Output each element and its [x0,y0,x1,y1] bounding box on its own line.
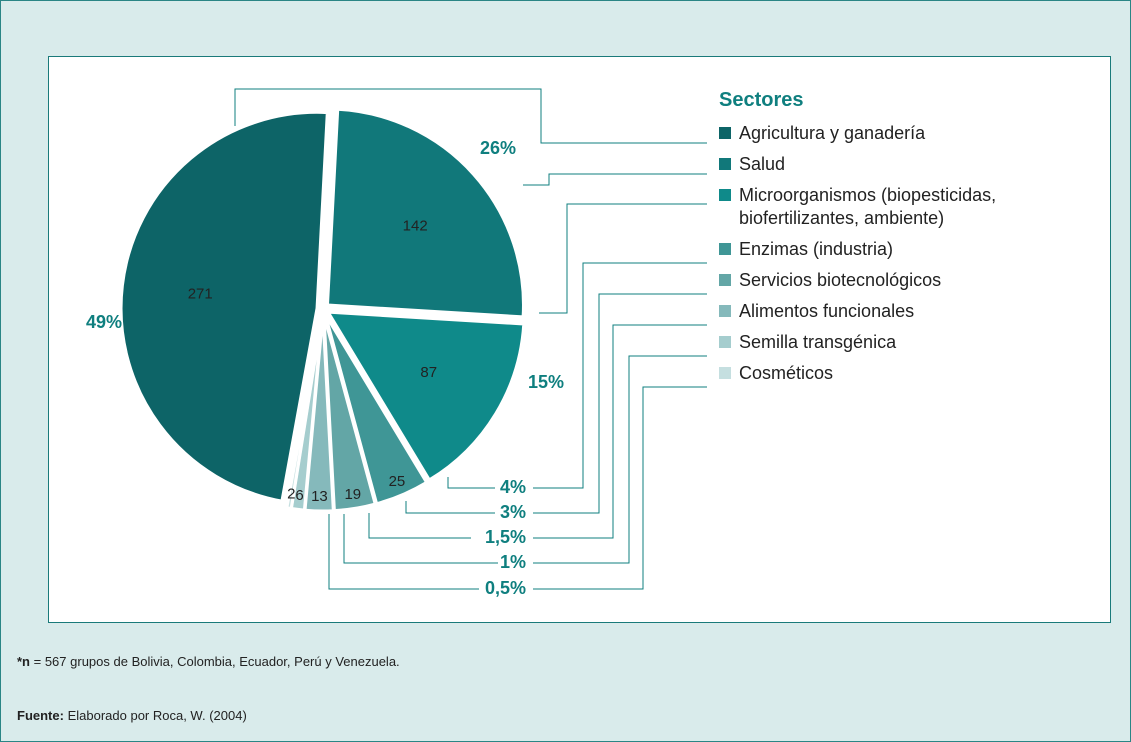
leader-line [343,514,498,564]
legend-label: Agricultura y ganadería [739,123,926,143]
legend-label: Enzimas (industria) [739,239,894,259]
leader-line [523,173,707,186]
legend-item: Cosméticos [719,362,1049,385]
percent-label: 1% [500,552,526,572]
percent-label: 4% [500,477,526,497]
legend-swatch [719,367,731,379]
legend-title: Sectores [719,89,804,111]
leader-line [533,262,707,489]
leader-line [533,293,707,514]
note-label: *n [17,654,30,669]
legend-item: Enzimas (industria) [719,238,1049,261]
legend-label: Microorganismos (biopesticidas, bioferti… [739,185,997,228]
legend-item: Agricultura y ganadería [719,122,1049,145]
percent-label: 0,5% [485,578,526,598]
source-label: Fuente: [17,708,64,723]
percent-label: 26% [480,138,516,158]
leader-line [234,88,707,144]
leader-line [328,514,479,590]
value-label: 6 [295,487,303,504]
legend-label: Cosméticos [739,363,834,383]
legend-label: Semilla transgénica [739,332,897,352]
leader-line [539,203,707,314]
pie-slice [325,107,525,319]
legend-swatch [719,127,731,139]
legend-swatch [719,189,731,201]
legend-item: Semilla transgénica [719,331,1049,354]
legend-swatch [719,274,731,286]
value-label: 271 [188,286,213,303]
legend-swatch [719,243,731,255]
legend-swatch [719,305,731,317]
value-label: 19 [344,486,361,503]
value-label: 2 [287,486,295,503]
percent-label: 15% [528,372,564,392]
legend-item: Servicios biotecnológicos [719,269,1049,292]
leader-line [533,386,707,590]
leader-line [368,513,471,539]
legend-label: Alimentos funcionales [739,301,915,321]
legend-label: Servicios biotecnológicos [739,270,942,290]
leader-line [405,501,495,514]
legend-swatch [719,336,731,348]
percent-label: 3% [500,502,526,522]
value-label: 142 [403,218,428,235]
legend: Sectores Agricultura y ganadería Salud Mic… [719,89,1049,393]
pie-slice [119,110,329,503]
pie-slice [325,310,526,483]
pie-slice [285,314,324,511]
legend-item: Alimentos funcionales [719,300,1049,323]
legend-label: Salud [739,154,786,174]
leader-line [533,324,707,539]
leader-line [533,355,707,564]
value-label: 13 [311,488,328,505]
source-text: Elaborado por Roca, W. (2004) [67,708,247,723]
note: *n = 567 grupos de Bolivia, Colombia, Ec… [17,654,400,669]
value-label: 87 [420,364,437,381]
percent-label: 49% [86,312,122,332]
value-label: 25 [389,473,406,490]
legend-item: Salud [719,153,1049,176]
source: Fuente: Elaborado por Roca, W. (2004) [17,708,247,723]
leader-line [447,477,495,489]
legend-item: Microorganismos (biopesticidas, bioferti… [719,184,1049,230]
percent-label: 1,5% [485,527,526,547]
legend-swatch [719,158,731,170]
note-text: = 567 grupos de Bolivia, Colombia, Ecuad… [33,654,400,669]
